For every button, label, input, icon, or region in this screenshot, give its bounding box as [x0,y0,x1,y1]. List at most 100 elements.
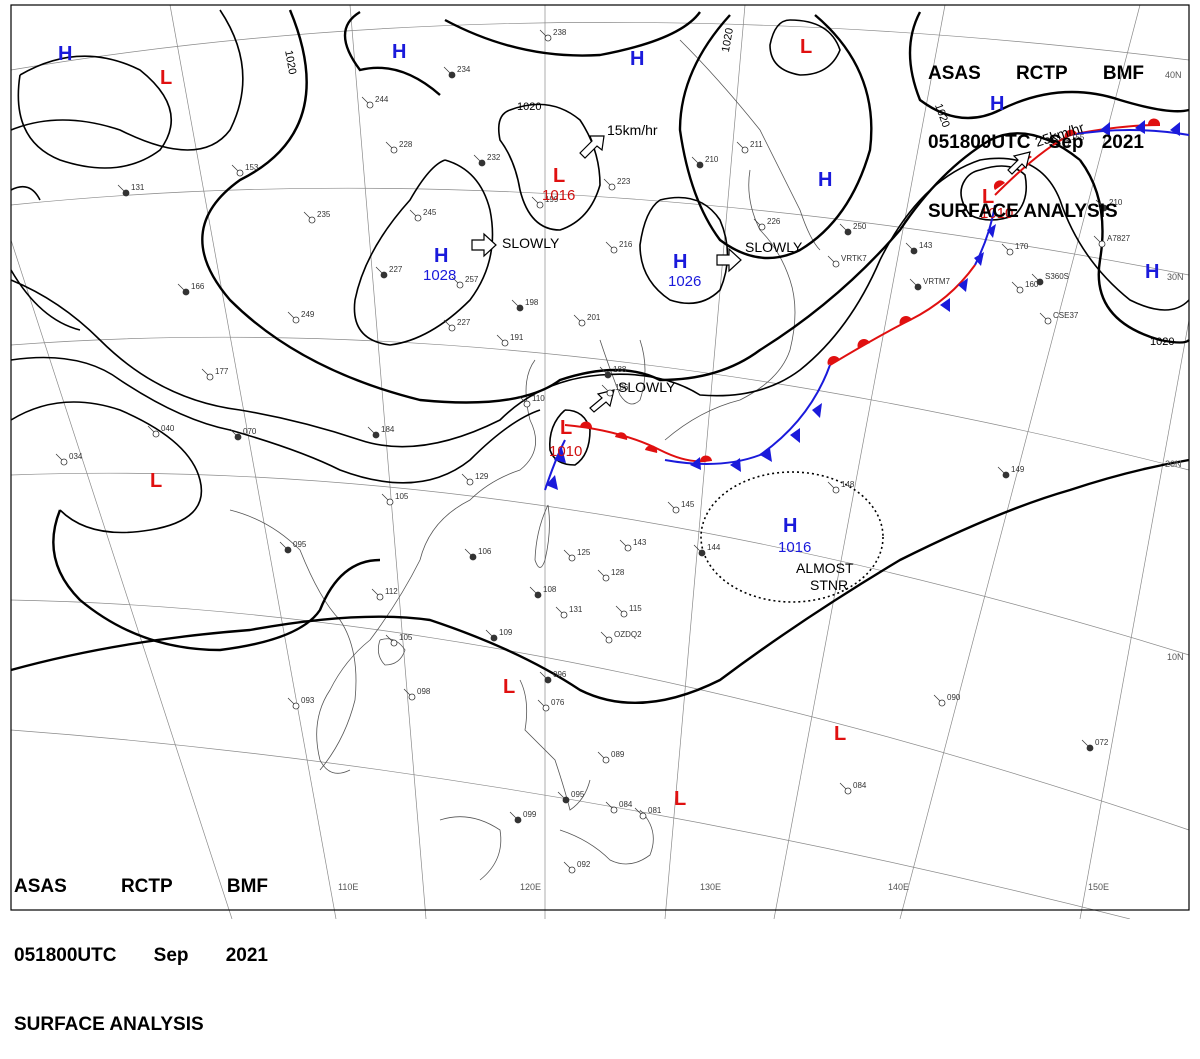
station-code: 109 [499,628,513,637]
station-plot: VRTK7 [827,254,867,268]
station-code: 108 [543,585,557,594]
station-marker-icon [1006,248,1014,256]
station-marker-icon [639,812,647,820]
high-center: H [990,93,1004,115]
station-plot: 125 [563,548,591,562]
station-marker-icon [60,458,68,466]
station-plot: 198 [511,298,539,312]
station-marker-icon [832,260,840,268]
front-triangle [987,224,996,238]
station-code: 076 [551,698,565,707]
station-plot: A7827 [1093,234,1131,248]
station-code: 250 [853,222,867,231]
station-marker-icon [832,486,840,494]
station-code: 070 [243,427,257,436]
station-code: 210 [705,155,719,164]
station-plot: 216 [605,240,633,254]
station-plot: 155 [1057,133,1085,147]
front-triangle [554,448,566,463]
high-center: H [673,251,687,273]
station-code: 228 [399,140,413,149]
station-code: 131 [131,183,145,192]
station-code: S360S [1045,272,1069,281]
front-semicircle [857,338,870,348]
coastline-borneo [439,816,502,881]
station-plot: 109 [485,628,513,642]
station-code: CSE37 [1053,311,1079,320]
station-code: 210 [1109,198,1123,207]
isobars [10,9,1190,704]
station-plot: 188 [599,365,627,379]
station-code: 090 [947,693,961,702]
station-plot: 160 [1011,280,1039,294]
station-marker-icon [469,553,477,561]
station-marker-icon [602,574,610,582]
high-pressure-value: 1026 [668,273,701,290]
station-plot: 149 [997,465,1025,479]
station-code: 092 [577,860,591,869]
station-code: 257 [465,275,479,284]
high-center: H [818,169,832,191]
header-row-1: ASAS RCTP BMF [14,875,268,898]
station-code: 191 [510,333,524,342]
station-marker-icon [152,430,160,438]
station-plot: 110 [518,394,545,408]
station-plot: 076 [537,698,565,712]
cold-front-central [664,364,831,465]
station-marker-icon [544,34,552,42]
front-semicircle [615,432,628,440]
station-marker-icon [620,610,628,618]
station-plots: 234 244 228 232 223 199 210 211 226 250 238 153 131 2… [55,28,1131,874]
station-code: 125 [577,548,591,557]
isobar [10,185,41,201]
lon-label: 110E [338,882,358,892]
station-marker-icon [514,816,522,824]
header-year: 2021 [225,945,268,966]
station-plot: 131 [555,605,583,619]
station-plot: CSE37 [1039,311,1079,325]
station-marker-icon [1062,139,1070,147]
station-plot: 234 [443,65,471,79]
station-plot: 227 [375,265,403,279]
station-marker-icon [376,593,384,601]
front-triangle [1170,122,1180,136]
lon-line [664,4,746,919]
header-region: ASAS [928,63,981,84]
station-marker-icon [284,546,292,554]
lat-line [10,187,1190,276]
station-plot: 105 [381,492,409,506]
station-marker-icon [386,498,394,506]
station-code: 115 [629,604,642,613]
station-marker-icon [390,639,398,647]
coastline-japan [664,169,796,441]
low-center: L [834,723,846,745]
station-plot: 040 [147,424,175,438]
station-marker-icon [758,223,766,231]
station-marker-icon [1016,286,1024,294]
station-code: 226 [767,217,781,226]
station-plot: 186 [601,383,629,397]
station-marker-icon [544,676,552,684]
station-code: 198 [525,298,539,307]
front-triangle [940,298,950,312]
header-time: 051800UTC [14,945,117,966]
station-code: 105 [399,633,413,642]
station-code: 129 [475,472,489,481]
isobar [497,103,601,231]
station-marker-icon [542,704,550,712]
station-plot: OZDQ2 [600,630,642,644]
front-triangle [1135,120,1145,134]
station-marker-icon [490,634,498,642]
station-marker-icon [578,319,586,327]
isobar-label: 1020 [517,101,541,113]
isobar [10,356,541,484]
station-code: 223 [617,177,631,186]
station-marker-icon [1044,317,1052,325]
isobar [444,11,701,57]
station-marker-icon [366,101,374,109]
station-code: 096 [553,670,567,679]
graticule-labels: 110E 120E 130E 140E 150E 40N 30N 20N 10N [338,70,1184,892]
station-code: 170 [1015,242,1029,251]
station-plot: 153 [231,163,259,177]
graticule [10,4,1190,919]
